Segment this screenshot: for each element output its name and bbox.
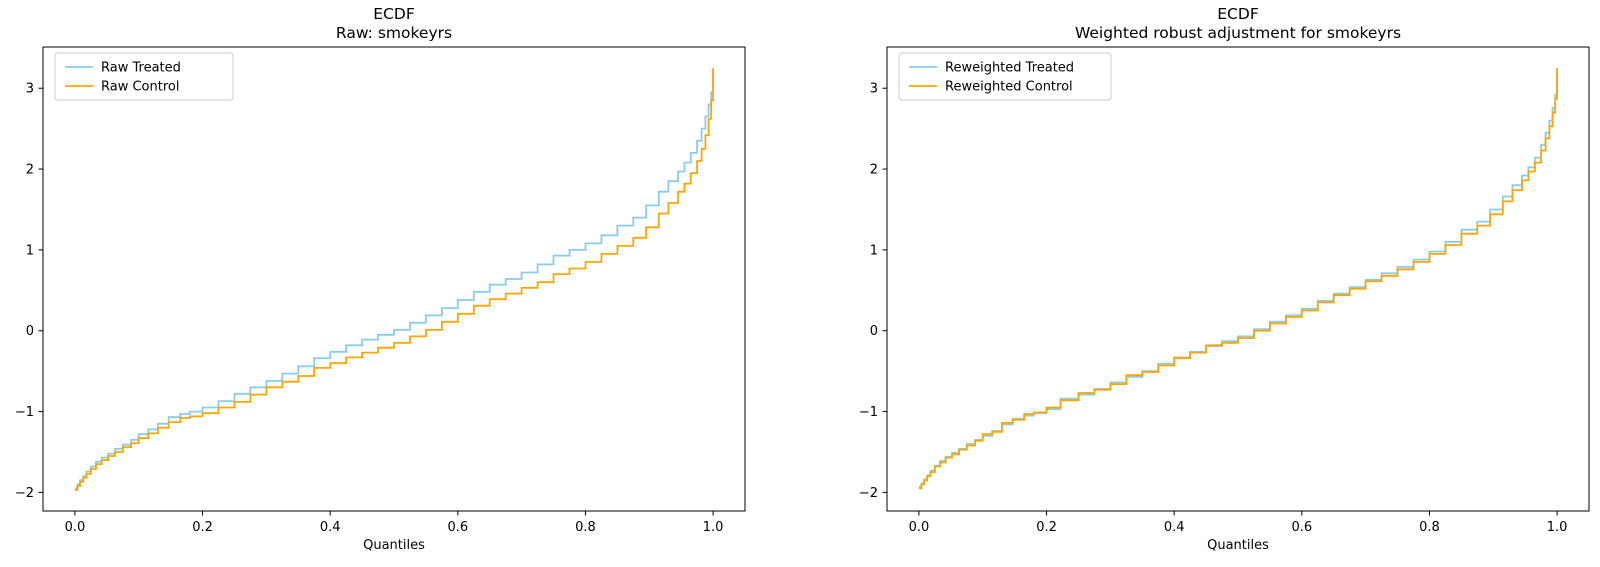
- legend-entry-label: Reweighted Control: [945, 80, 1073, 95]
- x-tick-label: 0.6: [447, 520, 468, 535]
- y-tick-label: 0: [870, 324, 878, 339]
- y-tick-label: −1: [15, 405, 34, 420]
- y-tick-label: −2: [15, 486, 34, 501]
- legend-box: [54, 52, 234, 101]
- ecdf-chart-raw: ECDF Raw: smokeyrs 0.0 0.2 0.4 0.6 0.8 1.0 3 2 1 0 −…: [0, 0, 800, 563]
- x-tick-label: 1.0: [703, 520, 724, 535]
- chart-subtitle: Raw: smokeyrs: [336, 24, 452, 42]
- x-axis-label: Quantiles: [363, 538, 425, 553]
- ecdf-chart-weighted: ECDF Weighted robust adjustment for smoke…: [800, 0, 1600, 563]
- x-tick-label: 0.8: [1419, 520, 1440, 535]
- x-tick-label: 0.0: [65, 520, 86, 535]
- y-tick-label: 2: [870, 163, 878, 178]
- x-tick-label: 0.4: [1164, 520, 1185, 535]
- x-tick-label: 0.2: [192, 520, 213, 535]
- y-tick-label: −2: [859, 486, 878, 501]
- y-tick-label: 3: [870, 82, 878, 97]
- y-tick-label: 1: [870, 243, 878, 258]
- legend: Raw Treated Raw Control: [54, 52, 234, 101]
- chart-title: ECDF: [1217, 5, 1259, 23]
- plot-frame: [886, 46, 1590, 512]
- y-tick-label: 3: [26, 82, 34, 97]
- series-line-raw-treated: [74, 70, 714, 490]
- y-tick-label: 1: [26, 243, 34, 258]
- x-tick-label: 1.0: [1547, 520, 1568, 535]
- legend-entry-label: Raw Control: [101, 80, 179, 95]
- x-tick-label: 0.0: [909, 520, 930, 535]
- legend-box: [898, 52, 1112, 101]
- x-tick-label: 0.8: [575, 520, 596, 535]
- plot-frame: [42, 46, 746, 512]
- legend-entry-label: Raw Treated: [101, 61, 181, 76]
- y-tick-label: 2: [26, 163, 34, 178]
- series-line-raw-control: [74, 68, 714, 491]
- legend: Reweighted Treated Reweighted Control: [898, 52, 1112, 101]
- x-axis-label: Quantiles: [1207, 538, 1269, 553]
- chart-subtitle: Weighted robust adjustment for smokeyrs: [1075, 24, 1401, 42]
- x-tick-label: 0.4: [320, 520, 341, 535]
- legend-entry-label: Reweighted Treated: [945, 61, 1074, 76]
- y-tick-label: 0: [26, 324, 34, 339]
- x-tick-label: 0.6: [1291, 520, 1312, 535]
- series-line-reweighted-control: [918, 68, 1558, 490]
- x-tick-label: 0.2: [1036, 520, 1057, 535]
- chart-title: ECDF: [373, 5, 415, 23]
- y-tick-label: −1: [859, 405, 878, 420]
- series-line-reweighted-treated: [918, 70, 1558, 488]
